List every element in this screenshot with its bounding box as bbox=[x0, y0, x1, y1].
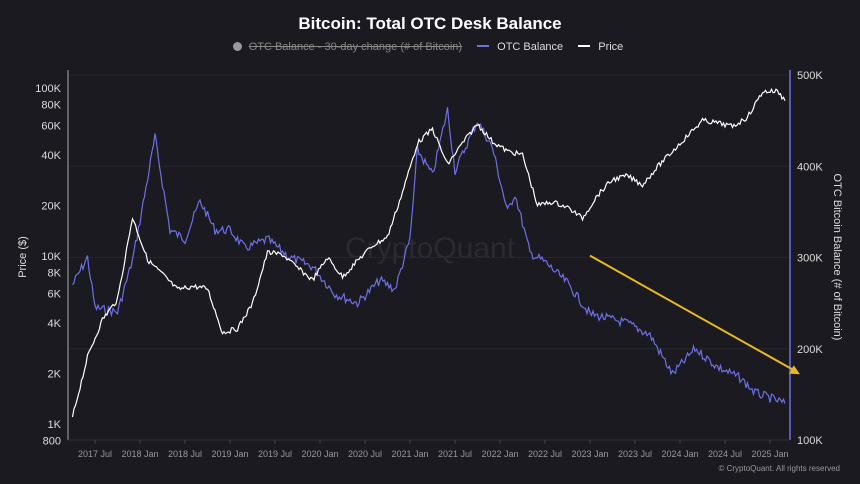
x-tick-label: 2018 Jan bbox=[121, 449, 158, 459]
y-left-tick-label: 20K bbox=[41, 200, 61, 212]
y-left-tick-label: 8K bbox=[48, 267, 62, 279]
x-tick-label: 2021 Jul bbox=[438, 449, 472, 459]
x-tick-label: 2018 Jul bbox=[168, 449, 202, 459]
x-tick-label: 2022 Jan bbox=[481, 449, 518, 459]
series-price-line bbox=[71, 87, 786, 418]
y-right-label: OTC Bitcoin Balance (# of Bitcoin) bbox=[831, 174, 843, 341]
x-tick-label: 2020 Jan bbox=[301, 449, 338, 459]
y-left-tick-label: 80K bbox=[41, 99, 61, 111]
legend-item-price[interactable]: Price bbox=[578, 41, 627, 53]
y-left-tick-label: 100K bbox=[35, 83, 61, 95]
x-tick-label: 2024 Jul bbox=[708, 449, 742, 459]
legend-line-icon bbox=[578, 45, 591, 47]
y-left-tick-label: 40K bbox=[41, 150, 61, 162]
x-tick-label: 2019 Jan bbox=[211, 449, 248, 459]
x-tick-label: 2017 Jul bbox=[78, 449, 112, 459]
y-right-tick-label: 500K bbox=[797, 70, 823, 82]
y-left-tick-label: 800 bbox=[43, 435, 61, 447]
y-right-tick-label: 400K bbox=[797, 161, 823, 173]
y-right-tick-label: 100K bbox=[797, 435, 823, 447]
y-right-tick-label: 200K bbox=[797, 344, 823, 356]
series-otc-balance-line bbox=[72, 107, 786, 404]
legend-line-icon bbox=[477, 45, 490, 47]
y-left-label: Price ($) bbox=[17, 236, 29, 278]
x-tick-label: 2022 Jul bbox=[528, 449, 562, 459]
legend-dot-icon bbox=[232, 42, 242, 51]
watermark: CryptoQuant bbox=[345, 232, 516, 265]
x-tick-label: 2023 Jan bbox=[571, 449, 608, 459]
x-tick-label: 2019 Jul bbox=[258, 449, 292, 459]
y-left-tick-label: 4K bbox=[48, 318, 62, 330]
y-left-tick-label: 60K bbox=[41, 120, 61, 132]
legend-item-otc-change[interactable]: OTC Balance - 30-day change (# of Bitcoi… bbox=[232, 41, 466, 53]
trend-arrow-head-icon bbox=[789, 365, 800, 375]
x-tick-label: 2025 Jan bbox=[751, 449, 788, 459]
chart-title: Bitcoin: Total OTC Desk Balance bbox=[298, 14, 562, 33]
y-left-tick-label: 2K bbox=[48, 368, 62, 380]
x-tick-label: 2024 Jan bbox=[661, 449, 698, 459]
legend-item-otc-balance[interactable]: OTC Balance bbox=[477, 41, 567, 53]
y-right-tick-label: 300K bbox=[797, 253, 823, 265]
legend: OTC Balance - 30-day change (# of Bitcoi… bbox=[0, 41, 860, 53]
y-left-tick-label: 10K bbox=[41, 251, 61, 263]
x-tick-label: 2020 Jul bbox=[348, 449, 382, 459]
x-tick-label: 2021 Jan bbox=[391, 449, 428, 459]
y-left-tick-label: 1K bbox=[48, 419, 62, 431]
trend-arrow-line bbox=[589, 254, 795, 372]
x-tick-label: 2023 Jul bbox=[618, 449, 652, 459]
y-left-tick-label: 6K bbox=[48, 288, 62, 300]
copyright: © CryptoQuant. All rights reserved bbox=[718, 464, 841, 473]
